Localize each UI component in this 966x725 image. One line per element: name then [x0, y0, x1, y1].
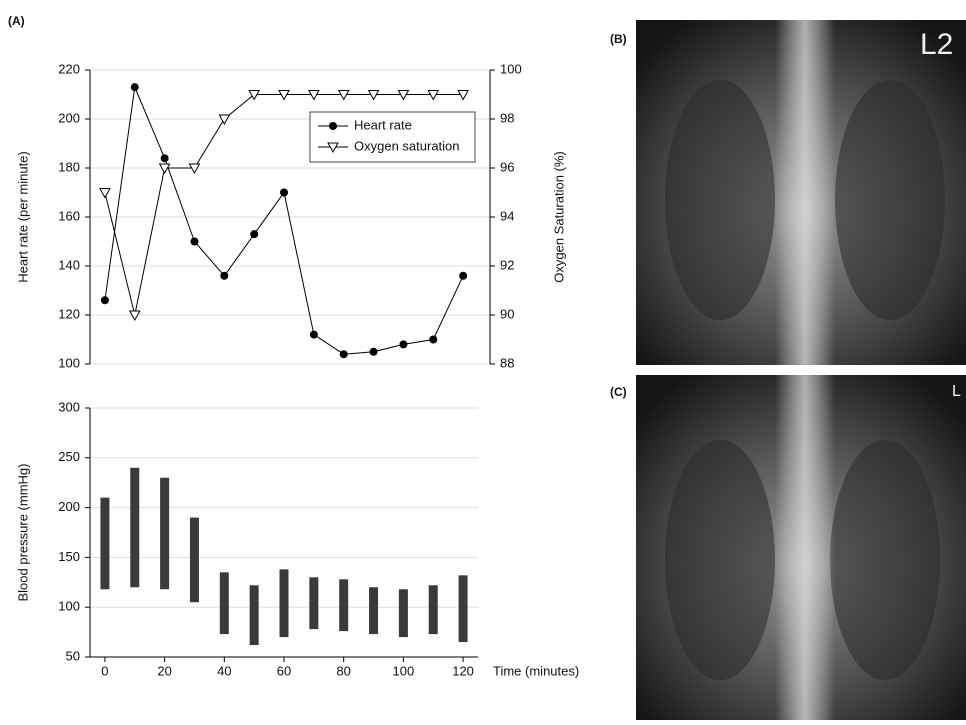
- y-tick-label: 150: [58, 549, 80, 564]
- lung: [835, 80, 945, 320]
- range-bar: [280, 569, 289, 637]
- x-tick-label: 0: [101, 663, 108, 678]
- legend-label: Oxygen saturation: [354, 138, 460, 153]
- range-bar: [190, 518, 199, 603]
- range-bar: [130, 468, 139, 588]
- panel-label: (B): [610, 32, 627, 46]
- point: [100, 189, 110, 198]
- y-tick-label: 98: [500, 110, 514, 125]
- page: (A) L2 (B) L (C) 10012014016018020022088…: [0, 0, 966, 725]
- figure: (A) L2 (B) L (C) 10012014016018020022088…: [0, 0, 966, 720]
- y-tick-label: 92: [500, 257, 514, 272]
- point: [399, 340, 407, 348]
- x-tick-label: 80: [336, 663, 350, 678]
- y-tick-label: 220: [58, 61, 80, 76]
- panel-label: (A): [8, 14, 25, 28]
- y-tick-label: 180: [58, 159, 80, 174]
- range-bar: [459, 575, 468, 642]
- x-tick-label: 120: [452, 663, 474, 678]
- lung: [665, 80, 775, 320]
- y-tick-label: 96: [500, 159, 514, 174]
- y-tick-label: 50: [66, 648, 80, 663]
- range-bar: [100, 498, 109, 590]
- panel-label: (C): [610, 385, 627, 399]
- x-axis-label: Time (minutes): [493, 663, 579, 678]
- y-tick-label: 88: [500, 355, 514, 370]
- y-tick-label: 120: [58, 306, 80, 321]
- point: [370, 348, 378, 356]
- y-tick-label: 250: [58, 449, 80, 464]
- y-axis-label: Blood pressure (mmHg): [15, 464, 30, 602]
- range-bar: [250, 585, 259, 645]
- xray-b: L2: [636, 20, 966, 365]
- spine: [775, 20, 835, 365]
- xray-c: L: [636, 375, 966, 720]
- y-tick-label: 100: [58, 355, 80, 370]
- point: [280, 189, 288, 197]
- y-tick-label: 100: [500, 61, 522, 76]
- range-bar: [160, 478, 169, 590]
- point: [190, 238, 198, 246]
- lung: [665, 440, 775, 680]
- point: [250, 230, 258, 238]
- point: [340, 350, 348, 358]
- y-tick-label: 200: [58, 499, 80, 514]
- y-tick-label: 140: [58, 257, 80, 272]
- y-tick-label: 160: [58, 208, 80, 223]
- spine: [775, 375, 835, 720]
- range-bar: [220, 572, 229, 634]
- range-bar: [429, 585, 438, 634]
- legend-label: Heart rate: [354, 117, 412, 132]
- x-tick-label: 20: [157, 663, 171, 678]
- x-tick-label: 60: [277, 663, 291, 678]
- x-tick-label: 100: [393, 663, 415, 678]
- range-bar: [369, 587, 378, 634]
- y-tick-label: 90: [500, 306, 514, 321]
- point: [429, 336, 437, 344]
- y-tick-label: 100: [58, 599, 80, 614]
- image-text: L2: [920, 28, 953, 61]
- y2-axis-label: Oxygen Saturation (%): [551, 151, 566, 283]
- point: [131, 83, 139, 91]
- y-axis-label: Heart rate (per minute): [15, 151, 30, 283]
- legend-marker: [329, 122, 337, 130]
- image-text: L: [952, 383, 961, 400]
- point: [220, 272, 228, 280]
- point: [310, 331, 318, 339]
- point: [161, 154, 169, 162]
- range-bar: [339, 579, 348, 631]
- lung: [830, 440, 940, 680]
- range-bar: [309, 577, 318, 629]
- y-tick-label: 94: [500, 208, 514, 223]
- point: [101, 296, 109, 304]
- x-tick-label: 40: [217, 663, 231, 678]
- y-tick-label: 200: [58, 110, 80, 125]
- range-bar: [399, 589, 408, 637]
- point: [459, 272, 467, 280]
- y-tick-label: 300: [58, 399, 80, 414]
